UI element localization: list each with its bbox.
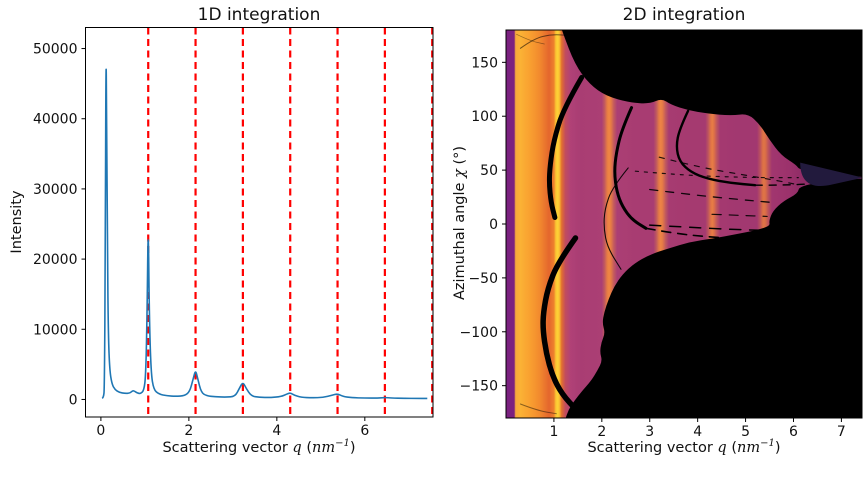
- faint-arc-bottom: [519, 403, 557, 415]
- y-tick-label: 0: [69, 392, 78, 408]
- y-tick-label: −100: [460, 325, 498, 341]
- gap-arc-1-thick-upper: [546, 74, 585, 221]
- right-plot-xlabel: Scattering vector q (nm−1): [587, 438, 780, 456]
- gap-arc-5-thin: [603, 167, 629, 270]
- navy-wedge-region: [800, 162, 862, 186]
- unit-exponent: −1: [760, 438, 775, 449]
- unit-nm: nm: [737, 439, 761, 456]
- gap-arc-4: [675, 109, 757, 187]
- gap-dash-chi0: [648, 224, 768, 232]
- left-plot-title: 1D integration: [197, 5, 321, 25]
- unit-exponent: −1: [335, 438, 350, 449]
- left-plot-content: [101, 27, 433, 417]
- right-plot-title: 2D integration: [622, 5, 746, 25]
- xlabel-paren: (: [301, 439, 313, 456]
- x-tick-label: 6: [360, 423, 369, 439]
- x-tick-label: 0: [96, 423, 105, 439]
- xlabel-paren: (: [726, 439, 738, 456]
- x-tick-label: 2: [184, 423, 193, 439]
- y-tick-label: −150: [460, 379, 498, 395]
- x-tick-label: 4: [693, 424, 702, 440]
- unit-nm: nm: [312, 439, 336, 456]
- x-tick-label: 6: [789, 424, 798, 440]
- xlabel-paren-close: ): [774, 439, 781, 456]
- q-symbol: q: [292, 439, 302, 456]
- y-tick-label: −50: [468, 271, 498, 287]
- faint-arc-top-2: [516, 33, 545, 45]
- y-tick-label: 150: [471, 55, 498, 71]
- x-tick-label: 3: [645, 424, 654, 440]
- xlabel-text: Scattering vector: [162, 439, 293, 456]
- x-tick-label: 4: [272, 423, 281, 439]
- xlabel-text: Scattering vector: [587, 439, 718, 456]
- gap-dash-chi45: [634, 170, 799, 179]
- y-tick-label: 100: [471, 109, 498, 125]
- left-plot-xlabel: Scattering vector q (nm−1): [162, 438, 355, 456]
- y-tick-label: 50000: [33, 42, 78, 58]
- xlabel-paren-close: ): [349, 439, 356, 456]
- left-plot-area: [85, 27, 433, 417]
- y-tick-label: 40000: [33, 112, 78, 128]
- gap-dash-chi8: [711, 213, 768, 218]
- intensity-curve: [101, 68, 428, 400]
- gap-arc-2-thick-lower: [540, 235, 580, 414]
- q-symbol: q: [717, 439, 727, 456]
- y-tick-label: 20000: [33, 252, 78, 268]
- x-tick-label: 2: [597, 424, 606, 440]
- y-tick-label: 10000: [33, 322, 78, 338]
- left-plot-spines: [85, 27, 434, 418]
- gap-dash-chi55: [658, 156, 801, 186]
- x-tick-label: 5: [741, 424, 750, 440]
- right-plot-content: [506, 30, 862, 418]
- y-tick-label: 50: [480, 163, 498, 179]
- y-tick-label: 30000: [33, 182, 78, 198]
- faint-arc-top: [519, 34, 569, 49]
- y-tick-label: 0: [489, 217, 498, 233]
- detector-mask-top-right: [561, 30, 862, 177]
- gap-arc-3: [613, 106, 648, 230]
- gap-dash-chi30: [649, 188, 773, 204]
- detector-mask-bottom-right: [565, 178, 862, 418]
- x-tick-label: 1: [549, 424, 558, 440]
- x-tick-label: 7: [837, 424, 846, 440]
